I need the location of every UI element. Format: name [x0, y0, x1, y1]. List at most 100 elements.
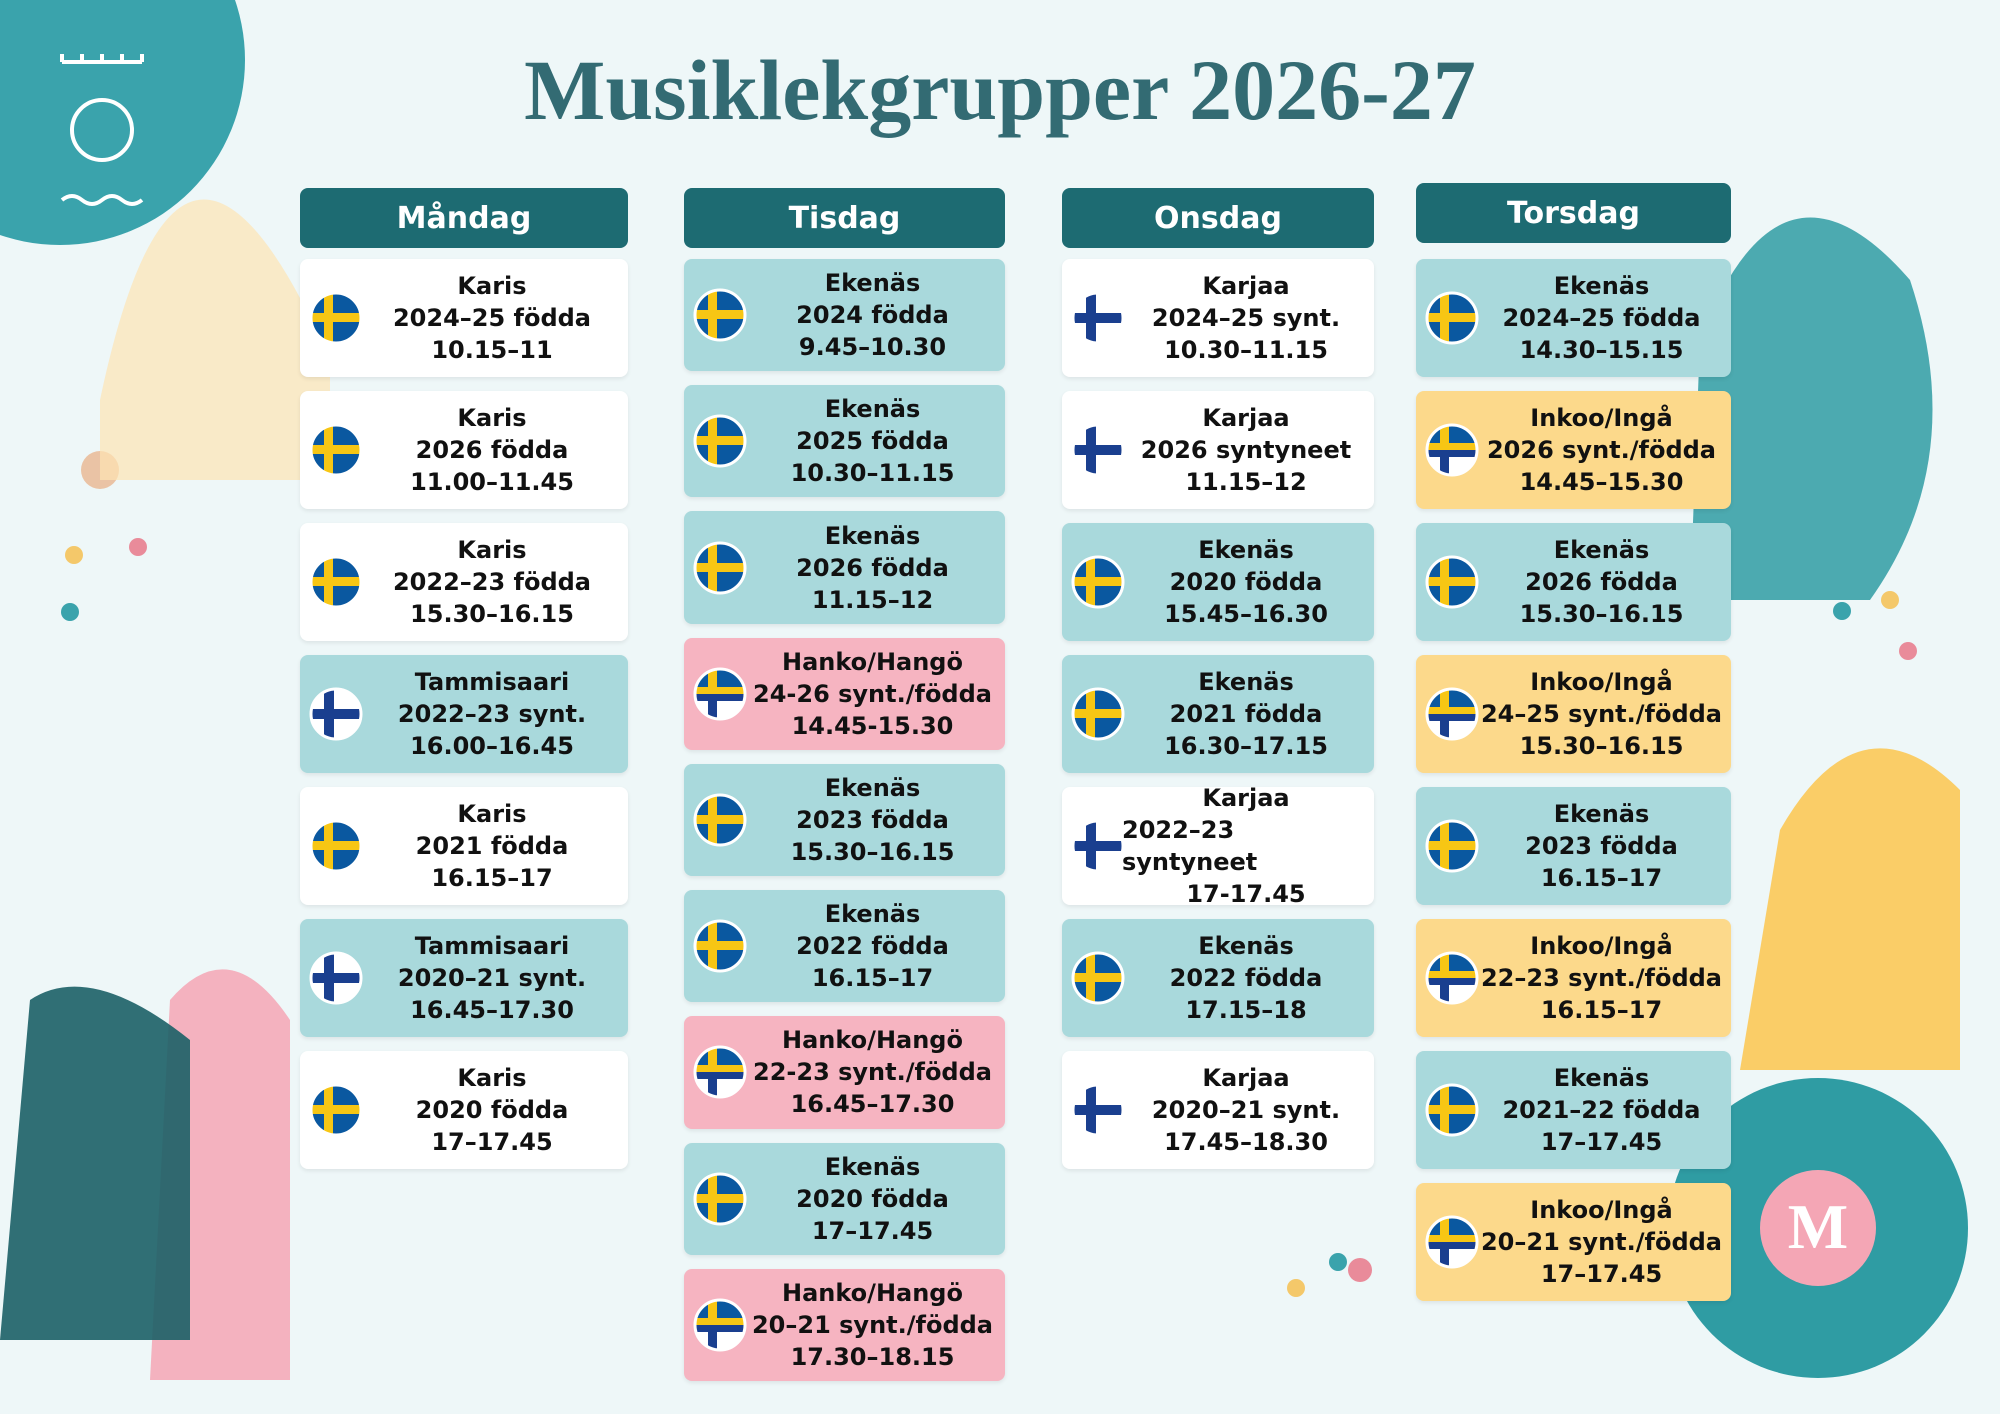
group-group: 2022–23 synt.: [397, 700, 587, 728]
group-card: Ekenäs 2024–25 födda 14.30–15.15: [1416, 259, 1731, 377]
group-card: Karis 2021 födda 16.15–17: [300, 787, 628, 905]
group-place: Karjaa: [1202, 784, 1290, 812]
card-text: Ekenäs 2022 födda 16.15–17: [744, 890, 1001, 1002]
flag: [309, 951, 363, 1005]
group-group: 20–21 synt./födda: [751, 1310, 993, 1339]
group-card: Karis 2020 födda 17–17.45: [300, 1051, 628, 1169]
group-group: 2023 födda: [796, 805, 949, 834]
group-place: Hanko/Hangö: [782, 647, 963, 676]
flag: [1425, 687, 1479, 741]
card-text: Inkoo/Ingå 20–21 synt./födda 17–17.45: [1476, 1183, 1727, 1301]
group-card: Inkoo/Ingå 2026 synt./födda 14.45–15.30: [1416, 391, 1731, 509]
group-place: Karjaa: [1202, 404, 1290, 432]
card-text: Ekenäs 2024–25 födda 14.30–15.15: [1476, 259, 1727, 377]
card-text: Hanko/Hangö 20–21 synt./födda 17.30–18.15: [744, 1269, 1001, 1381]
group-group: 2024 födda: [796, 301, 949, 330]
group-place: Tammisaari: [414, 668, 570, 696]
card-text: Inkoo/Ingå 2026 synt./födda 14.45–15.30: [1476, 391, 1727, 509]
group-place: Inkoo/Ingå: [1530, 404, 1673, 432]
group-place: Ekenäs: [824, 395, 921, 424]
flag: [309, 1083, 363, 1137]
group-card: Inkoo/Ingå 22–23 synt./födda 16.15–17: [1416, 919, 1731, 1037]
flag: [309, 687, 363, 741]
flag: [1425, 951, 1479, 1005]
group-card: Karis 2024–25 födda 10.15–11: [300, 259, 628, 377]
flag: [693, 667, 747, 721]
flag: [693, 1298, 747, 1352]
title: Musiklekgrupper 2026-27: [524, 42, 1476, 138]
day-header: Torsdag: [1416, 183, 1731, 243]
group-group: 2022 födda: [1169, 964, 1323, 992]
group-time: 17-17.45: [1186, 880, 1306, 908]
group-card: Karis 2026 födda 11.00–11.45: [300, 391, 628, 509]
group-group: 2022 födda: [796, 932, 949, 961]
group-card: Tammisaari 2022–23 synt. 16.00–16.45: [300, 655, 628, 773]
flag: [1425, 291, 1479, 345]
group-place: Ekenäs: [1198, 932, 1294, 960]
flag: [1425, 819, 1479, 873]
group-time: 16.15–17: [1540, 864, 1663, 892]
group-group: 2020 födda: [796, 1184, 949, 1213]
flag: [1071, 1083, 1125, 1137]
group-time: 16.30–17.15: [1164, 732, 1328, 760]
group-time: 9.45–10.30: [798, 333, 947, 362]
group-time: 11.00–11.45: [410, 468, 574, 496]
group-card: Karjaa 2024–25 synt. 10.30–11.15: [1062, 259, 1374, 377]
card-text: Ekenäs 2024 födda 9.45–10.30: [744, 259, 1001, 371]
flag: [693, 288, 747, 342]
group-time: 10.30–11.15: [1164, 336, 1328, 364]
group-card: Ekenäs 2022 födda 17.15–18: [1062, 919, 1374, 1037]
flag: [1071, 951, 1125, 1005]
group-group: 2020–21 synt.: [397, 964, 587, 992]
group-place: Karis: [457, 536, 527, 564]
group-group: 2025 födda: [796, 427, 949, 456]
group-place: Ekenäs: [824, 521, 921, 550]
group-time: 15.30–16.15: [790, 837, 955, 866]
group-place: Ekenäs: [1198, 536, 1294, 564]
group-place: Karis: [457, 1064, 527, 1092]
card-text: Karis 2020 födda 17–17.45: [360, 1051, 624, 1169]
group-time: 16.15–17: [1540, 996, 1663, 1024]
group-card: Inkoo/Ingå 20–21 synt./födda 17–17.45: [1416, 1183, 1731, 1301]
group-time: 14.45-15.30: [791, 711, 954, 740]
logo-letter: M: [1787, 1191, 1849, 1262]
group-time: 15.30–16.15: [1519, 732, 1684, 760]
group-place: Karis: [457, 404, 527, 432]
flag: [693, 1172, 747, 1226]
flag: [309, 819, 363, 873]
group-place: Karjaa: [1202, 1064, 1290, 1092]
group-time: 10.15–11: [431, 336, 553, 364]
flag: [1071, 555, 1125, 609]
group-group: 2026 födda: [415, 436, 569, 464]
group-time: 15.45–16.30: [1164, 600, 1328, 628]
group-place: Karis: [457, 800, 527, 828]
group-place: Inkoo/Ingå: [1530, 1196, 1673, 1224]
card-text: Karjaa 2026 syntyneet 11.15–12: [1122, 391, 1370, 509]
card-text: Inkoo/Ingå 22–23 synt./födda 16.15–17: [1476, 919, 1727, 1037]
group-time: 14.30–15.15: [1519, 336, 1684, 364]
group-card: Hanko/Hangö 24-26 synt./födda 14.45-15.30: [684, 637, 1005, 750]
group-time: 17–17.45: [1540, 1128, 1663, 1156]
group-card: Hanko/Hangö 22-23 synt./födda 16.45–17.30: [684, 1016, 1005, 1129]
group-place: Inkoo/Ingå: [1530, 668, 1673, 696]
group-group: 24–25 synt./födda: [1480, 700, 1722, 728]
group-place: Tammisaari: [414, 932, 570, 960]
group-group: 2021 födda: [1169, 700, 1323, 728]
group-place: Ekenäs: [824, 269, 921, 298]
group-group: 2026 synt./födda: [1486, 436, 1716, 464]
group-group: 2023 födda: [1525, 832, 1678, 860]
group-card: Ekenäs 2020 födda 15.45–16.30: [1062, 523, 1374, 641]
group-card: Ekenäs 2025 födda 10.30–11.15: [684, 385, 1005, 498]
group-place: Hanko/Hangö: [782, 1278, 963, 1307]
group-group: 2024–25 synt.: [1151, 304, 1341, 332]
card-text: Ekenäs 2021 födda 16.30–17.15: [1122, 655, 1370, 773]
flag: [1425, 1083, 1479, 1137]
group-place: Ekenäs: [1553, 272, 1650, 300]
group-time: 17–17.45: [811, 1216, 934, 1245]
group-group: 2021 födda: [415, 832, 569, 860]
card-text: Ekenäs 2020 födda 15.45–16.30: [1122, 523, 1370, 641]
group-group: 2026 födda: [1525, 568, 1678, 596]
card-text: Ekenäs 2023 födda 16.15–17: [1476, 787, 1727, 905]
group-card: Ekenäs 2026 födda 11.15–12: [684, 511, 1005, 624]
card-text: Karis 2024–25 födda 10.15–11: [360, 259, 624, 377]
